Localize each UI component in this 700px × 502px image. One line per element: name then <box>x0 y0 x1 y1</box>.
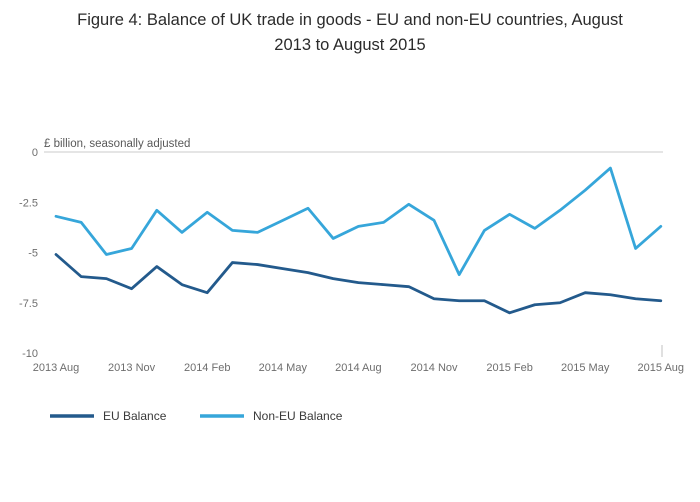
y-tick-label-0: 0 <box>32 147 38 159</box>
chart-title-line1: Figure 4: Balance of UK trade in goods -… <box>77 11 623 29</box>
axis-unit-subtitle: £ billion, seasonally adjusted <box>44 138 190 150</box>
series-lines <box>54 166 663 315</box>
series-line-non-eu-balance[interactable] <box>54 166 663 277</box>
x-tick-label-8: 2015 Aug <box>638 362 685 374</box>
y-tick-label-4: -10 <box>22 348 38 360</box>
legend-label-non-eu-balance: Non-EU Balance <box>253 409 343 423</box>
legend-item-non-eu-balance[interactable]: Non-EU Balance <box>200 409 343 423</box>
x-tick-label-4: 2014 Aug <box>335 362 382 374</box>
legend: EU Balance Non-EU Balance <box>50 409 343 423</box>
x-tick-label-1: 2013 Nov <box>108 362 156 374</box>
y-tick-label-2: -5 <box>28 248 38 260</box>
x-tick-label-3: 2014 May <box>259 362 308 374</box>
legend-item-eu-balance[interactable]: EU Balance <box>50 409 167 423</box>
legend-label-eu-balance: EU Balance <box>103 409 167 423</box>
x-tick-label-0: 2013 Aug <box>33 362 80 374</box>
x-tick-label-5: 2014 Nov <box>410 362 458 374</box>
x-tick-label-7: 2015 May <box>561 362 610 374</box>
x-axis-labels: 2013 Aug 2013 Nov 2014 Feb 2014 May 2014 Aug… <box>33 362 684 374</box>
y-tick-label-1: -2.5 <box>19 197 38 209</box>
chart-title: Figure 4: Balance of UK trade in goods -… <box>30 8 670 58</box>
y-tick-label-3: -7.5 <box>19 298 38 310</box>
x-tick-label-2: 2014 Feb <box>184 362 230 374</box>
y-axis-labels: 0 -2.5 -5 -7.5 -10 <box>19 147 38 360</box>
series-line-eu-balance[interactable] <box>54 253 663 315</box>
x-tick-label-6: 2015 Feb <box>486 362 532 374</box>
chart-title-line2: 2013 to August 2015 <box>274 35 426 54</box>
